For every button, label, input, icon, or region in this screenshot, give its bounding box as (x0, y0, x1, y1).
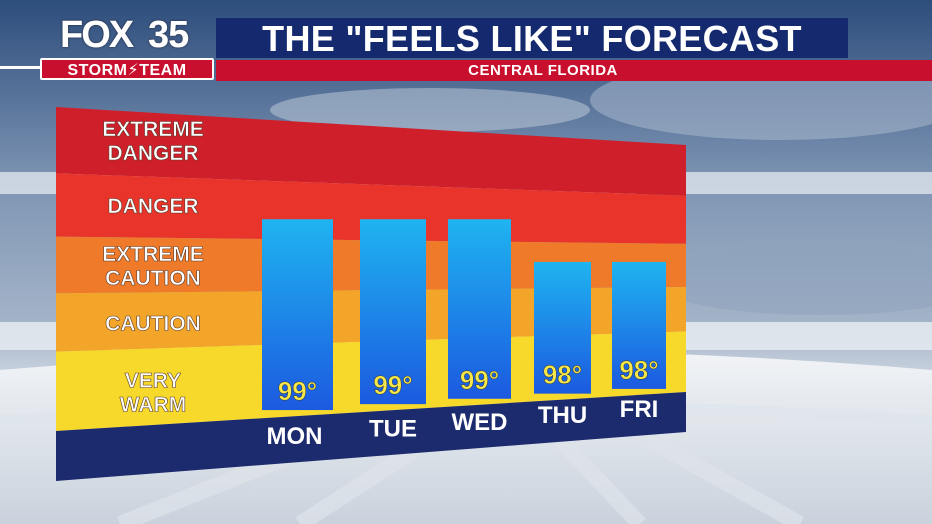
title-bar: THE "FEELS LIKE" FORECAST (216, 18, 848, 59)
bar (612, 261, 666, 389)
page-subtitle: CENTRAL FLORIDA (468, 62, 618, 79)
hazard-band-label: WARM (120, 393, 187, 416)
hazard-band-label: EXTREME (102, 243, 204, 266)
day-label: MON (267, 423, 323, 450)
hazard-band-label: CAUTION (105, 312, 201, 335)
hazard-band-label: VERY (125, 369, 181, 392)
bar-value-label: 98° (619, 355, 658, 385)
bar-value-label: 99° (460, 365, 499, 395)
day-label: THU (538, 402, 587, 429)
fox35-logo: FOX 35 (56, 14, 216, 59)
hazard-band-label: DANGER (107, 195, 198, 218)
subtitle-bar: CENTRAL FLORIDA (216, 60, 932, 81)
bar-value-label: 99° (278, 376, 317, 406)
chart-base (56, 392, 686, 481)
day-labels: MON TUE WED THU FRI (267, 396, 659, 450)
bar-value-label: 99° (373, 370, 412, 400)
logo-channel-number: 35 (148, 14, 189, 56)
value-labels: 99° 99° 99° 98° 98° (278, 355, 659, 407)
bar (448, 219, 511, 399)
hazard-band-label: DANGER (107, 142, 198, 165)
bars (262, 219, 666, 411)
day-label: TUE (369, 416, 417, 443)
hazard-band-label: EXTREME (102, 118, 204, 141)
hazard-band (56, 107, 686, 196)
day-label: FRI (620, 396, 659, 423)
hazard-band (56, 173, 686, 244)
bar-value-label: 98° (543, 360, 582, 390)
hazard-bands (56, 107, 686, 431)
bar (360, 219, 426, 405)
header-rule (0, 66, 40, 69)
hazard-band-labels: EXTREMEDANGERDANGEREXTREMECAUTIONCAUTION… (102, 118, 204, 417)
day-label: WED (452, 409, 508, 436)
bar (534, 261, 591, 394)
storm-team-badge: STORM⚡TEAM (40, 58, 214, 80)
hazard-band-label: CAUTION (105, 267, 201, 290)
logo-fox-text: FOX (60, 14, 134, 56)
page-title: THE "FEELS LIKE" FORECAST (262, 18, 802, 59)
bar (262, 219, 333, 411)
